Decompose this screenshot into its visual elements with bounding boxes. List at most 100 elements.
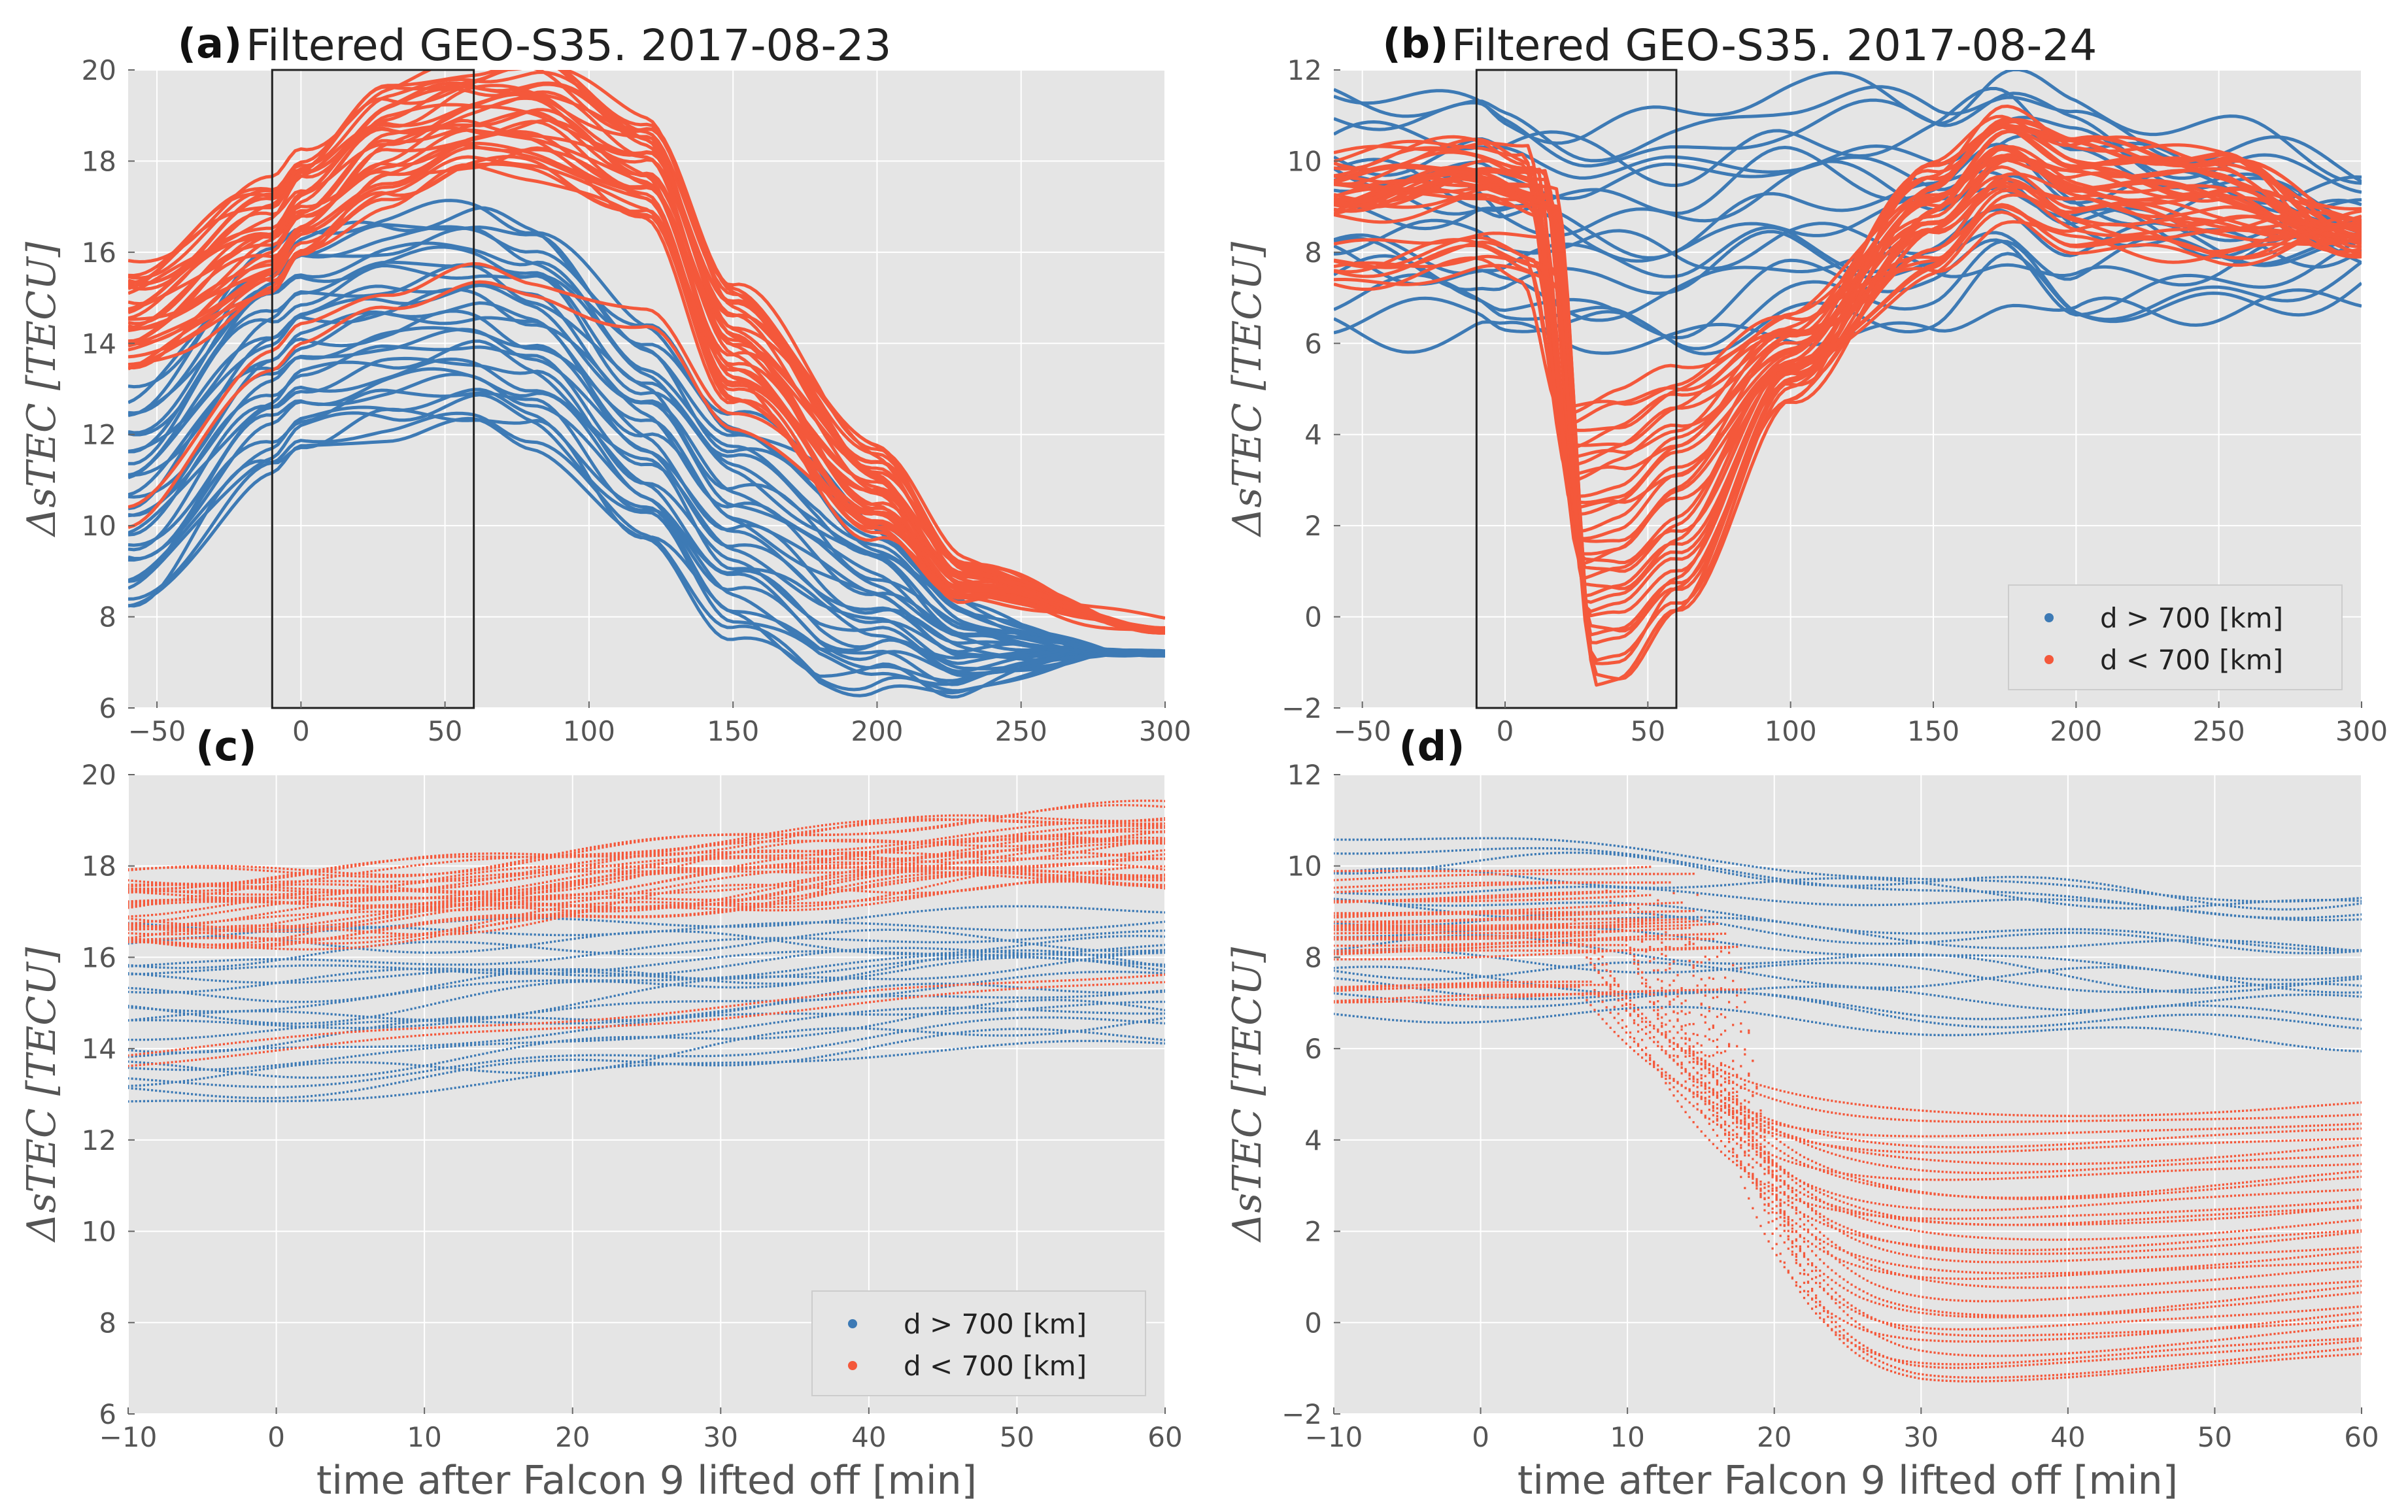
series-points-far xyxy=(128,1016,1165,1088)
series-points-far xyxy=(128,999,1165,1079)
series-line-near xyxy=(1334,129,2362,565)
y-tick-label: 10 xyxy=(82,1216,116,1248)
series-points-far xyxy=(1334,847,2362,919)
x-tick-label: 250 xyxy=(995,715,1047,747)
legend-marker-near xyxy=(848,1361,857,1370)
series-points-near xyxy=(128,814,1165,885)
series-points-near xyxy=(1334,894,2362,1241)
series-points-far xyxy=(1334,851,2362,911)
series-line-near xyxy=(128,71,1165,634)
y-tick-label: 4 xyxy=(1304,1124,1322,1156)
series-line-far xyxy=(128,326,1165,658)
x-tick-label: −10 xyxy=(1305,1421,1363,1453)
series-points-near xyxy=(1334,913,2362,1123)
series-points-far xyxy=(1334,949,2362,994)
series-line-near xyxy=(128,90,1165,634)
x-axis-label: time after Falcon 9 lifted off [min] xyxy=(1518,1458,2178,1504)
x-tick-label: 300 xyxy=(1139,715,1191,747)
series-points-near xyxy=(1334,947,2362,1369)
x-tick-label: 200 xyxy=(851,715,903,747)
plot-title-b: Filtered GEO-S35. 2017-08-24 xyxy=(1451,20,2097,71)
series-line-near xyxy=(128,108,1165,633)
y-tick-label: −2 xyxy=(1281,692,1322,724)
x-tick-label: 0 xyxy=(1497,715,1514,747)
series-line-far xyxy=(128,241,1165,658)
x-tick-label: 50 xyxy=(2197,1421,2232,1453)
series-d xyxy=(1334,837,2362,1383)
y-tick-label: 8 xyxy=(99,1307,116,1339)
x-tick-label: 10 xyxy=(407,1421,441,1453)
series-points-far xyxy=(128,1016,1165,1088)
x-tick-label: 100 xyxy=(1765,715,1817,747)
y-axis-label: ΔsTEC [TECU] xyxy=(1225,241,1270,537)
series-line-far xyxy=(128,245,1165,658)
series-line-far xyxy=(128,309,1165,658)
series-line-near xyxy=(1334,165,2362,645)
y-axis-label: ΔsTEC [TECU] xyxy=(1225,947,1270,1243)
x-tick-label: −50 xyxy=(1333,715,1391,747)
y-tick-label: 12 xyxy=(82,419,116,451)
panel-d: −10 0 10 20 30 40 50 60 −2 0 2 4 6 8 10 12 ΔsTEC [TECU] t… xyxy=(1225,722,2379,1504)
series-line-near xyxy=(128,110,1165,631)
series-points-near xyxy=(1334,985,2362,1137)
y-tick-label: 10 xyxy=(1287,145,1322,177)
legend-marker-near xyxy=(2044,655,2054,664)
series-line-far xyxy=(128,356,1165,673)
x-tick-label: 0 xyxy=(292,715,310,747)
y-tick-label: 10 xyxy=(1287,850,1322,882)
analysis-window-box xyxy=(271,69,475,709)
legend: d > 700 [km] d < 700 [km] xyxy=(2008,584,2343,690)
series-points-far xyxy=(1334,1005,2362,1052)
series-points-far xyxy=(128,930,1165,968)
panel-b: −50 0 50 100 150 200 250 300 −2 0 2 4 6 8 10 12 ΔsTEC [T… xyxy=(1225,20,2388,747)
series-points-near xyxy=(1334,922,2362,1275)
x-tick-label: 100 xyxy=(563,715,615,747)
legend-label-far: d > 700 [km] xyxy=(2100,602,2283,634)
series-points-far xyxy=(128,970,1165,1030)
series-line-far xyxy=(1334,186,2362,263)
series-line-far xyxy=(128,367,1165,678)
y-tick-label: 16 xyxy=(82,237,116,269)
y-tick-label: 0 xyxy=(1304,1307,1322,1339)
series-line-near xyxy=(1334,175,2362,687)
x-tick-label: 200 xyxy=(2050,715,2102,747)
series-c xyxy=(128,799,1165,1103)
series-line-near xyxy=(128,146,1165,633)
x-tick-label: 30 xyxy=(704,1421,738,1453)
series-line-far xyxy=(128,407,1165,699)
x-tick-label: 50 xyxy=(1631,715,1665,747)
series-points-far xyxy=(1334,837,2362,903)
series-line-near xyxy=(128,261,1165,620)
y-tick-label: 8 xyxy=(99,601,116,633)
x-tick-label: 10 xyxy=(1610,1421,1644,1453)
x-tick-label: 150 xyxy=(1907,715,1959,747)
series-line-near xyxy=(1334,118,2362,665)
y-tick-label: 0 xyxy=(1304,601,1322,633)
x-tick-label: 250 xyxy=(2193,715,2245,747)
y-tick-label: 6 xyxy=(99,692,116,724)
series-points-near xyxy=(1334,924,2362,1117)
legend-marker-far xyxy=(2044,613,2054,622)
y-tick-label: 16 xyxy=(82,941,116,973)
series-line-near xyxy=(128,143,1165,634)
legend-box xyxy=(2008,584,2343,690)
y-tick-label: 18 xyxy=(82,850,116,882)
y-tick-label: 18 xyxy=(82,145,116,177)
series-line-near xyxy=(128,280,1165,633)
x-tick-label: 50 xyxy=(428,715,462,747)
y-tick-label: 14 xyxy=(82,1033,116,1065)
series-points-near xyxy=(128,824,1165,892)
series-line-far xyxy=(128,411,1165,693)
series-points-near xyxy=(1334,865,2362,1255)
series-points-near xyxy=(1334,945,2362,1379)
series-points-near xyxy=(128,804,1165,878)
x-tick-label: 0 xyxy=(267,1421,285,1453)
y-tick-label: −2 xyxy=(1281,1398,1322,1430)
x-tick-label: 20 xyxy=(1757,1421,1791,1453)
y-axis-label: ΔsTEC [TECU] xyxy=(19,241,65,537)
y-axis-label: ΔsTEC [TECU] xyxy=(19,947,65,1243)
legend-marker-far xyxy=(848,1319,857,1328)
panel-letter-d: (d) xyxy=(1399,722,1465,770)
y-tick-label: 2 xyxy=(1304,1216,1322,1248)
